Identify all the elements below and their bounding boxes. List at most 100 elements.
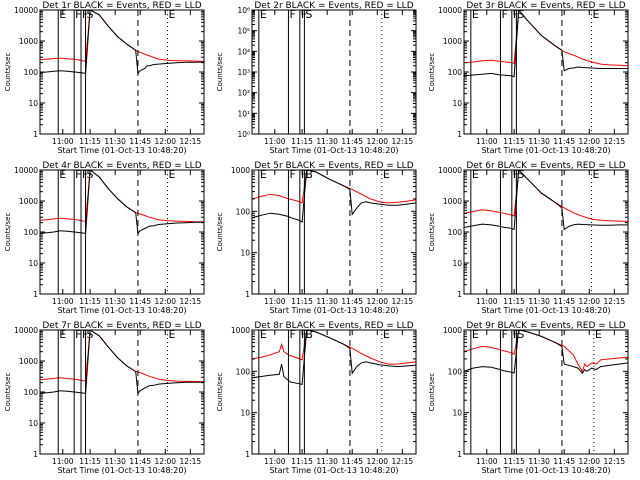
y-tick-label: 10000 [14, 326, 38, 335]
marker-label: E [260, 8, 267, 21]
events-line [40, 10, 204, 75]
x-tick-label: 11:00 [52, 297, 74, 306]
marker-label: F [501, 168, 507, 181]
marker-label: F [501, 8, 507, 21]
y-tick-label: 10 [240, 409, 250, 418]
x-tick-label: 11:00 [476, 137, 498, 146]
events-line [464, 10, 628, 78]
y-tick-label: 10000 [438, 166, 462, 175]
panel-4: EFFSE11010010001000011:0011:1511:3011:45… [4, 161, 205, 315]
y-tick-label: 10⁴ [237, 47, 250, 56]
marker-label: S [517, 328, 524, 341]
panel-3: EFFSE11010010001000011:0011:1511:3011:45… [428, 1, 629, 155]
marker-label: E [383, 328, 390, 341]
marker-label: E [169, 8, 176, 21]
x-tick-label: 12:15 [392, 137, 414, 146]
y-tick-label: 10 [452, 409, 462, 418]
y-tick-label: 1 [33, 290, 38, 299]
y-tick-label: 10² [237, 89, 250, 98]
x-tick-label: 11:30 [528, 297, 550, 306]
y-tick-label: 10³ [237, 68, 250, 77]
y-axis-label: Counts/sec [4, 53, 12, 92]
x-tick-label: 12:00 [366, 297, 388, 306]
events-line [464, 330, 628, 375]
x-tick-label: 11:00 [264, 137, 286, 146]
x-tick-label: 12:15 [604, 137, 626, 146]
panel-title: Det 8r BLACK = Events, RED = LLD [254, 321, 413, 331]
y-tick-label: 100 [24, 388, 39, 397]
y-tick-label: 10 [452, 259, 462, 268]
plot-frame [463, 9, 629, 135]
x-axis-label: Start Time (01-Oct-13 10:48:20) [481, 466, 610, 475]
x-tick-label: 11:45 [129, 137, 151, 146]
x-tick-label: 11:15 [503, 137, 525, 146]
x-tick-label: 12:15 [392, 457, 414, 466]
x-tick-label: 12:15 [392, 297, 414, 306]
x-tick-label: 11:30 [528, 137, 550, 146]
x-tick-label: 12:15 [604, 297, 626, 306]
marker-label: E [472, 168, 479, 181]
x-axis-label: Start Time (01-Oct-13 10:48:20) [269, 306, 398, 315]
events-line [252, 330, 416, 386]
panel-5: EFFBE110100100011:0011:1511:3011:4512:00… [216, 161, 417, 315]
panel-title: Det 2r BLACK = Events, RED = LLD [254, 1, 413, 11]
y-tick-label: 1000 [231, 326, 250, 335]
marker-label: E [595, 328, 602, 341]
x-tick-label: 11:45 [341, 137, 363, 146]
panel-title: Det 3r BLACK = Events, RED = LLD [466, 1, 625, 11]
y-tick-label: 10⁶ [237, 6, 250, 15]
y-tick-label: 10000 [14, 6, 38, 15]
panel-title: Det 6r BLACK = Events, RED = LLD [466, 161, 625, 171]
y-axis-label: Counts/sec [428, 213, 436, 252]
plot-frame [251, 9, 417, 135]
series-group [40, 10, 204, 75]
marker-label: F [75, 8, 81, 21]
marker-label: E [593, 8, 600, 21]
x-tick-label: 11:45 [129, 297, 151, 306]
y-tick-label: 1 [245, 290, 250, 299]
marker-label: E [383, 168, 390, 181]
marker-label: F [501, 328, 507, 341]
marker-label: B [305, 328, 313, 341]
y-tick-label: 10 [28, 259, 38, 268]
series-group [40, 330, 204, 395]
y-tick-label: 100 [448, 68, 463, 77]
x-tick-label: 12:15 [180, 297, 202, 306]
series-group [464, 170, 628, 231]
x-tick-label: 12:00 [154, 457, 176, 466]
x-tick-label: 11:00 [476, 457, 498, 466]
x-tick-label: 11:30 [104, 137, 126, 146]
x-tick-label: 11:00 [264, 297, 286, 306]
y-tick-label: 1 [33, 450, 38, 459]
panel-2: EFFSE10⁰10¹10²10³10⁴10⁵10⁶11:0011:1511:3… [216, 1, 417, 155]
marker-label: F [289, 328, 295, 341]
x-tick-label: 11:45 [129, 457, 151, 466]
y-tick-label: 100 [24, 228, 39, 237]
y-tick-label: 1000 [19, 357, 38, 366]
x-tick-label: 11:30 [104, 457, 126, 466]
events-line [40, 330, 204, 395]
y-tick-label: 10000 [438, 6, 462, 15]
y-tick-label: 1 [33, 130, 38, 139]
marker-label: B [305, 168, 313, 181]
y-tick-label: 100 [24, 68, 39, 77]
x-tick-label: 12:00 [578, 457, 600, 466]
marker-label: E [383, 8, 390, 21]
y-tick-label: 1 [457, 290, 462, 299]
y-tick-label: 10¹ [237, 109, 250, 118]
y-tick-label: 1 [245, 450, 250, 459]
marker-label: S [517, 168, 524, 181]
x-tick-label: 11:00 [52, 137, 74, 146]
marker-label: E [260, 328, 267, 341]
y-axis-label: Counts/sec [216, 213, 224, 252]
x-tick-label: 11:30 [316, 297, 338, 306]
y-tick-label: 1000 [443, 37, 462, 46]
panel-title: Det 4r BLACK = Events, RED = LLD [42, 161, 201, 171]
x-tick-label: 12:00 [578, 297, 600, 306]
panel-title: Det 9r BLACK = Events, RED = LLD [466, 321, 625, 331]
events-line [40, 170, 204, 235]
panel-title: Det 7r BLACK = Events, RED = LLD [42, 321, 201, 331]
y-axis-label: Counts/sec [216, 373, 224, 412]
x-axis-label: Start Time (01-Oct-13 10:48:20) [269, 146, 398, 155]
marker-label: E [472, 328, 479, 341]
